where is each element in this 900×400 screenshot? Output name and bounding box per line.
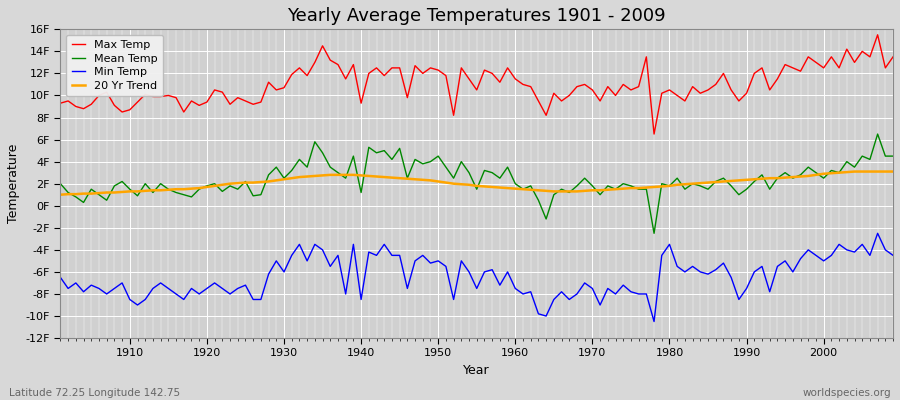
20 Yr Trend [502, 186, 513, 190]
Text: Latitude 72.25 Longitude 142.75: Latitude 72.25 Longitude 142.75 [9, 388, 180, 398]
Min Temp [117, 280, 128, 285]
Min Temp [872, 231, 883, 236]
Min Temp [55, 275, 66, 280]
Mean Temp [286, 168, 297, 173]
Mean Temp [887, 154, 898, 158]
Max Temp [872, 32, 883, 37]
20 Yr Trend [333, 172, 344, 177]
Mean Temp [55, 181, 66, 186]
20 Yr Trend [117, 190, 128, 194]
Max Temp [333, 62, 344, 67]
Mean Temp [510, 181, 521, 186]
Mean Temp [502, 165, 513, 170]
Line: Max Temp: Max Temp [60, 35, 893, 134]
Min Temp [502, 270, 513, 274]
Legend: Max Temp, Mean Temp, Min Temp, 20 Yr Trend: Max Temp, Mean Temp, Min Temp, 20 Yr Tre… [66, 35, 163, 96]
Min Temp [286, 253, 297, 258]
Min Temp [510, 286, 521, 291]
Min Temp [333, 253, 344, 258]
Min Temp [602, 286, 613, 291]
Text: worldspecies.org: worldspecies.org [803, 388, 891, 398]
Max Temp [502, 66, 513, 70]
Max Temp [117, 110, 128, 114]
20 Yr Trend [602, 187, 613, 192]
Max Temp [887, 54, 898, 59]
Max Temp [649, 132, 660, 136]
Mean Temp [333, 170, 344, 175]
Mean Temp [117, 179, 128, 184]
Mean Temp [602, 184, 613, 188]
20 Yr Trend [55, 192, 66, 197]
Mean Temp [649, 231, 660, 236]
Line: 20 Yr Trend: 20 Yr Trend [60, 172, 893, 195]
20 Yr Trend [510, 186, 521, 191]
Max Temp [286, 72, 297, 77]
Max Temp [510, 76, 521, 81]
Min Temp [649, 319, 660, 324]
Line: Mean Temp: Mean Temp [60, 134, 893, 233]
Title: Yearly Average Temperatures 1901 - 2009: Yearly Average Temperatures 1901 - 2009 [287, 7, 666, 25]
Max Temp [602, 84, 613, 89]
X-axis label: Year: Year [464, 364, 490, 377]
Y-axis label: Temperature: Temperature [7, 144, 20, 223]
20 Yr Trend [887, 169, 898, 174]
20 Yr Trend [286, 176, 297, 180]
20 Yr Trend [849, 169, 859, 174]
Max Temp [55, 101, 66, 106]
Mean Temp [872, 132, 883, 136]
Min Temp [887, 253, 898, 258]
Line: Min Temp: Min Temp [60, 233, 893, 322]
